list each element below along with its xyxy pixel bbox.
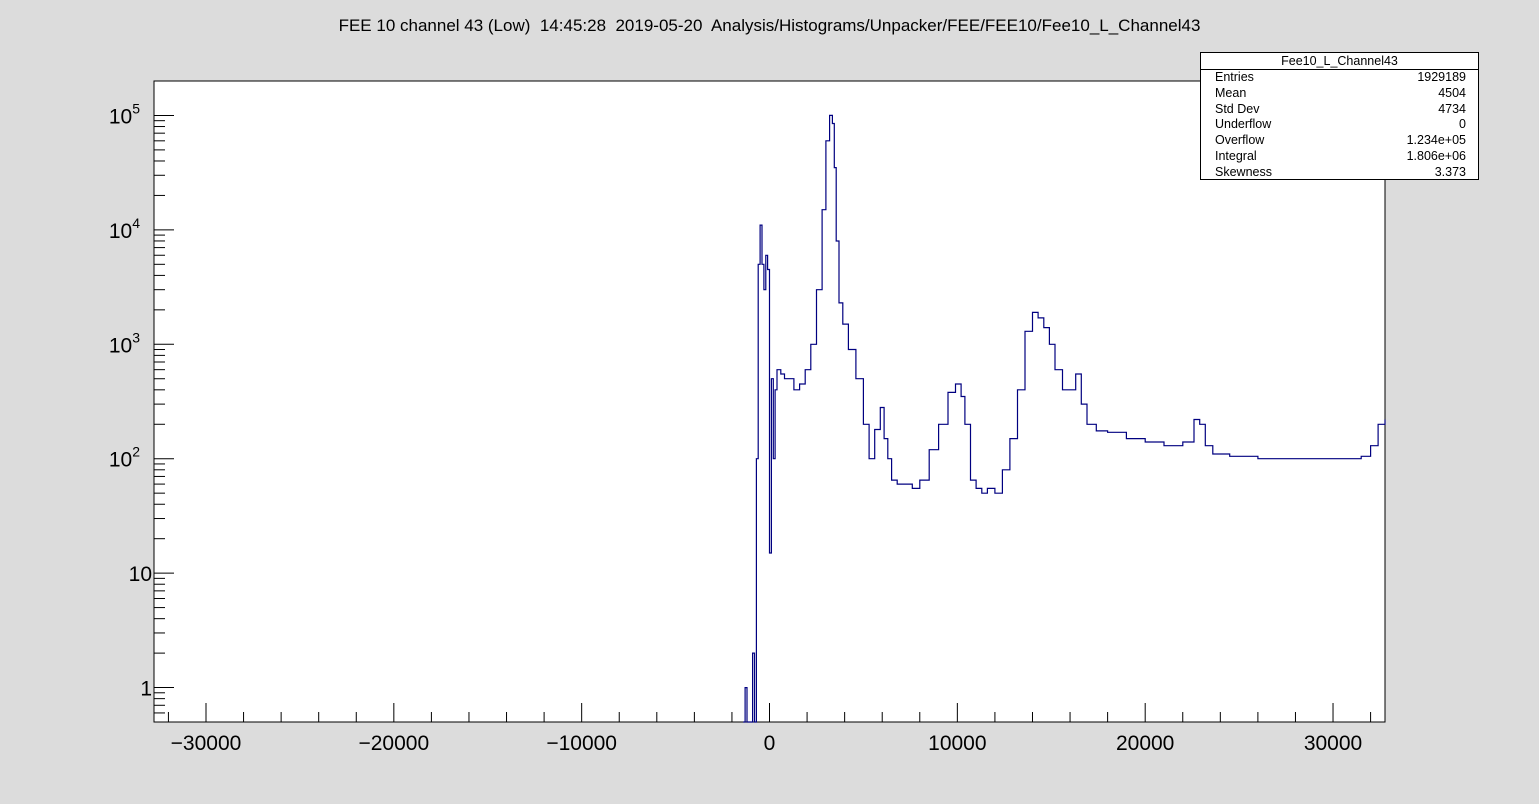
x-tick-label: −10000 (546, 732, 617, 755)
stats-label: Entries (1215, 70, 1254, 84)
stats-label: Mean (1215, 85, 1247, 100)
chart-title: FEE 10 channel 43 (Low) 14:45:28 2019-05… (338, 16, 1201, 35)
stats-value: 1.234e+05 (1406, 133, 1466, 148)
x-tick-label: 0 (764, 732, 776, 755)
stats-row-integral: Integral 1.806e+06 (1201, 149, 1478, 165)
y-tick-label: 103 (109, 329, 140, 357)
stats-label: Overflow (1215, 133, 1265, 148)
stats-label: Skewness (1215, 164, 1272, 179)
y-tick-label: 10 (129, 563, 152, 586)
x-tick-label: −20000 (358, 732, 429, 755)
y-tick-label: 102 (109, 444, 140, 472)
x-tick-label: 20000 (1116, 732, 1174, 755)
x-tick-label: −30000 (171, 732, 242, 755)
stats-label: Underflow (1215, 117, 1272, 132)
stats-row-overflow: Overflow 1.234e+05 (1201, 133, 1478, 149)
stats-value: 1.806e+06 (1406, 148, 1466, 163)
y-tick-label: 104 (109, 215, 140, 243)
stats-value: 1929189 (1417, 70, 1466, 84)
stats-row-skewness: Skewness 3.373 (1201, 165, 1478, 181)
stats-value: 4504 (1438, 85, 1466, 100)
x-tick-label: 10000 (928, 732, 986, 755)
stats-rows: Entries 1929189 Mean 4504 Std Dev 4734 Unde… (1201, 70, 1478, 181)
stats-label: Integral (1215, 148, 1257, 163)
y-tick-label: 105 (109, 100, 140, 128)
x-axis-ticks: −30000 −20000 −10000 0 10000 20000 30000 (167, 703, 1372, 755)
stats-row-underflow: Underflow 0 (1201, 117, 1478, 133)
stats-value: 0 (1459, 117, 1466, 132)
stats-value: 4734 (1438, 101, 1466, 116)
y-tick-label: 1 (140, 678, 152, 701)
y-axis-ticks: 1 10 102 103 104 105 (109, 80, 174, 723)
stats-box-title: Fee10_L_Channel43 (1201, 53, 1478, 70)
stats-row-mean: Mean 4504 (1201, 86, 1478, 102)
stats-row-entries: Entries 1929189 (1201, 70, 1478, 86)
histogram-series-line (743, 114, 1386, 723)
stats-value: 3.373 (1434, 164, 1466, 179)
x-tick-label: 30000 (1304, 732, 1362, 755)
stats-label: Std Dev (1215, 101, 1260, 116)
stats-row-std-dev: Std Dev 4734 (1201, 102, 1478, 118)
stats-box: Fee10_L_Channel43 Entries 1929189 Mean 450… (1200, 52, 1479, 180)
